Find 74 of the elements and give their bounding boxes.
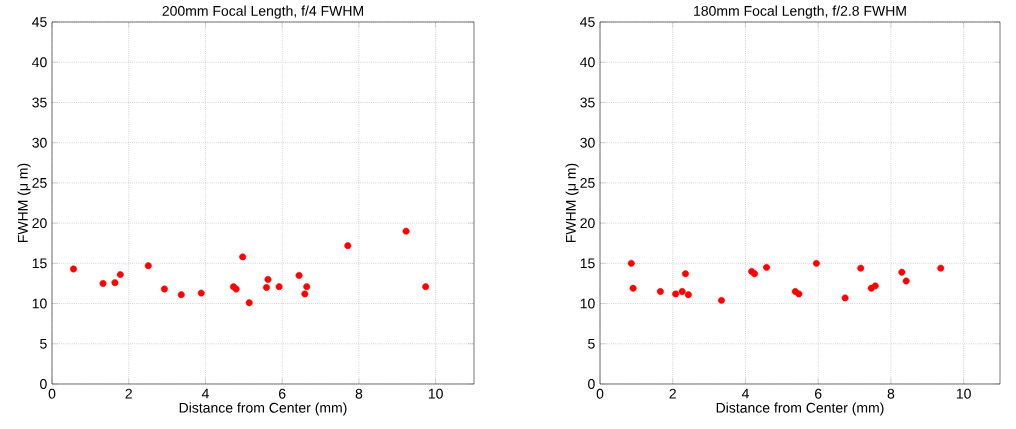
point xyxy=(857,264,865,272)
y-tick-label: 0 xyxy=(588,379,595,389)
point xyxy=(717,296,725,304)
point xyxy=(678,288,686,295)
y-axis-title: FWHM (μ m) xyxy=(565,163,579,243)
chart-title: 200mm Focal Length, f/4 FWHM xyxy=(162,5,363,19)
point xyxy=(295,271,303,279)
point xyxy=(656,288,664,295)
x-tick-label: 6 xyxy=(815,388,822,399)
point xyxy=(937,264,945,272)
x-tick-label: 2 xyxy=(669,388,676,399)
point xyxy=(795,290,803,298)
x-tick-label: 0 xyxy=(48,388,56,399)
y-tick-label: 35 xyxy=(580,97,595,108)
point xyxy=(898,268,906,276)
point xyxy=(160,285,168,293)
point xyxy=(303,283,311,291)
x-axis-title: Distance from Center (mm) xyxy=(179,402,347,416)
y-axis-title: FWHM (μ m) xyxy=(17,163,31,243)
point xyxy=(672,290,680,298)
y-tick-label: 15 xyxy=(580,258,595,269)
x-tick-label: 2 xyxy=(125,388,132,399)
x-tick-label: 4 xyxy=(741,388,749,399)
y-tick-label: 25 xyxy=(580,177,595,188)
y-tick-label: 20 xyxy=(32,218,47,229)
point xyxy=(344,242,352,250)
y-tick-label: 45 xyxy=(580,17,595,27)
y-tick-label: 40 xyxy=(580,57,595,68)
point xyxy=(70,265,77,273)
point xyxy=(264,275,272,283)
point xyxy=(245,299,253,307)
x-tick-label: 10 xyxy=(956,388,971,399)
point xyxy=(275,283,283,291)
point xyxy=(841,294,849,302)
y-tick-label: 5 xyxy=(588,338,595,349)
y-tick-label: 45 xyxy=(32,17,47,27)
y-tick-label: 10 xyxy=(32,298,47,309)
y-tick-label: 20 xyxy=(580,218,595,229)
y-tick-label: 0 xyxy=(40,379,47,389)
point xyxy=(681,270,689,278)
x-tick-label: 0 xyxy=(596,388,604,399)
point xyxy=(197,289,205,297)
y-tick-label: 30 xyxy=(32,137,47,148)
y-tick-label: 25 xyxy=(32,177,47,188)
point xyxy=(763,263,771,271)
point xyxy=(629,284,637,292)
point xyxy=(402,227,410,235)
point xyxy=(177,291,185,299)
point xyxy=(627,259,635,267)
x-tick-label: 8 xyxy=(355,388,363,399)
point xyxy=(239,253,247,261)
point xyxy=(684,291,692,299)
y-tick-label: 10 xyxy=(580,298,595,309)
point xyxy=(871,282,879,290)
y-tick-label: 30 xyxy=(580,137,595,148)
point xyxy=(99,279,107,287)
y-tick-label: 5 xyxy=(40,338,47,349)
y-tick-label: 40 xyxy=(32,57,47,68)
x-tick-label: 10 xyxy=(428,388,443,399)
point xyxy=(144,262,152,270)
y-tick-label: 15 xyxy=(32,258,47,269)
x-tick-label: 6 xyxy=(279,388,286,399)
x-tick-label: 8 xyxy=(887,388,895,399)
point xyxy=(902,277,910,285)
point xyxy=(262,283,270,291)
chart-title: 180mm Focal Length, f/2.8 FWHM xyxy=(694,5,906,19)
point xyxy=(422,283,430,291)
y-tick-label: 35 xyxy=(32,97,47,108)
point xyxy=(111,279,119,287)
point xyxy=(301,290,309,298)
point xyxy=(116,271,124,279)
x-axis-title: Distance from Center (mm) xyxy=(716,402,884,416)
point xyxy=(812,259,820,267)
x-tick-label: 4 xyxy=(201,388,209,399)
